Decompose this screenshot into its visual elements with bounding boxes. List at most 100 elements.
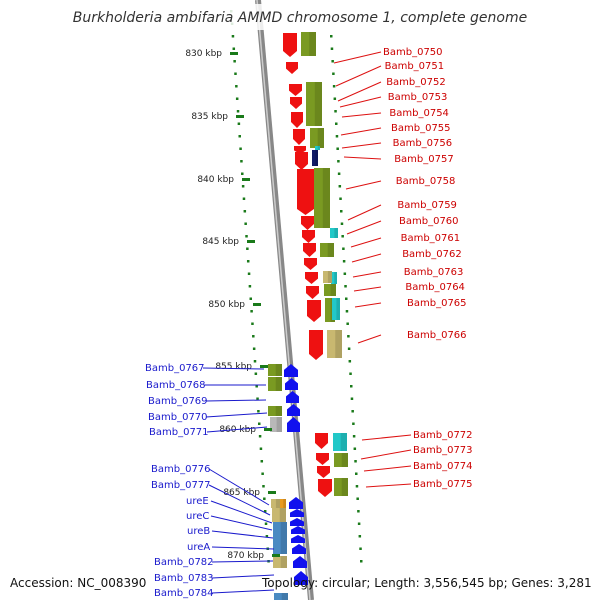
cds-block-olive-shade <box>275 377 282 391</box>
cds-block-navy <box>312 150 318 166</box>
tick-mark <box>236 115 244 118</box>
forward-gene-arrow <box>302 230 315 243</box>
right-gene-leader <box>365 483 412 488</box>
track-dot <box>253 360 257 363</box>
right-gene-label: Bamb_0759 <box>397 200 457 211</box>
track-dot <box>360 560 363 563</box>
track-dot <box>246 247 249 250</box>
track-dot <box>261 472 264 475</box>
track-dot <box>337 160 340 163</box>
forward-gene-arrow <box>283 33 297 57</box>
cds-block-tan <box>327 330 342 358</box>
track-dot <box>350 385 353 388</box>
map-title: Burkholderia ambifaria AMMD chromosome 1… <box>73 10 527 26</box>
left-gene-labels: Bamb_0767 Bamb_0768 Bamb_0769 Bamb_0770 Bamb… <box>145 363 275 599</box>
left-gene-label: ureA <box>187 542 210 553</box>
right-gene-leader <box>361 434 412 441</box>
cds-block-navy-shade <box>315 150 318 166</box>
reverse-gene-arrow <box>292 544 306 554</box>
tick-label: 830 kbp <box>185 49 222 59</box>
left-gene-label: Bamb_0767 <box>145 363 205 374</box>
right-gene-label: Bamb_0762 <box>402 249 462 260</box>
right-gene-leader <box>337 81 382 102</box>
track-dot <box>346 322 349 325</box>
right-gene-label: Bamb_0774 <box>413 461 473 472</box>
right-gene-leader <box>351 253 382 263</box>
forward-gene-arrow <box>293 129 305 145</box>
reverse-gene-arrow <box>294 571 308 585</box>
left-gene-label: ureC <box>186 511 209 522</box>
left-gene-leader <box>211 589 275 594</box>
forward-gene-arrow <box>295 152 308 170</box>
left-gene-leader <box>205 412 268 418</box>
track-dot <box>349 372 352 375</box>
left-gene-label: Bamb_0776 <box>151 464 211 475</box>
track-dot <box>351 410 354 413</box>
track-dot <box>256 397 259 400</box>
left-gene-leader <box>202 367 265 370</box>
cds-block-olive-shade <box>275 364 282 376</box>
track-dot <box>233 60 236 63</box>
track-dot <box>264 522 268 525</box>
track-dot <box>247 272 251 275</box>
track-dot <box>330 47 334 50</box>
cds-block-olive-shade <box>330 284 336 296</box>
cds-block-tan-shade <box>279 508 286 522</box>
track-dot <box>357 522 361 525</box>
right-gene-label: Bamb_0764 <box>405 282 465 293</box>
cds-block-orange-shade <box>283 499 286 508</box>
right-gene-label: Bamb_0754 <box>389 108 449 119</box>
track-dot <box>340 222 344 225</box>
tick-mark <box>242 178 250 181</box>
track-dot <box>232 47 236 50</box>
right-gene-label: Bamb_0750 <box>383 47 443 58</box>
cds-block-olive <box>268 377 282 391</box>
left-gene-leader <box>208 468 270 506</box>
right-gene-leader <box>333 51 382 64</box>
ticks: 830 kbp 835 kbp 840 kbp 845 kbp 850 kbp 855 k… <box>185 49 280 561</box>
cds-block-cyan <box>333 433 347 451</box>
cds-block-olive <box>314 168 330 228</box>
forward-gene-arrow <box>315 433 328 449</box>
track-dot <box>335 135 339 138</box>
gene-features <box>268 32 348 600</box>
track-dot <box>347 335 350 338</box>
right-gene-leader <box>347 204 382 221</box>
track-dot <box>352 435 356 438</box>
track-dot <box>255 385 258 388</box>
track-dot <box>333 97 337 100</box>
right-gene-label: Bamb_0752 <box>386 77 446 88</box>
right-gene-leader <box>335 65 382 87</box>
left-gene-leader <box>210 515 273 531</box>
track-dot <box>254 372 258 375</box>
track-dot <box>235 97 239 100</box>
cds-block-cyan <box>331 272 337 284</box>
cds-block-tan <box>272 508 286 522</box>
left-gene-leader <box>211 546 275 550</box>
cds-block-tan-shade <box>280 556 287 568</box>
track-dot <box>331 60 334 63</box>
tick-dot-tracks <box>230 10 363 563</box>
cds-block-cyan-shade <box>334 272 337 284</box>
cds-block-cyan-shade <box>334 228 338 238</box>
track-dot <box>240 160 243 163</box>
track-dot <box>330 35 333 38</box>
right-gene-label: Bamb_0756 <box>393 138 453 149</box>
track-dot <box>339 197 342 200</box>
track-dot <box>262 485 265 488</box>
right-gene-label: Bamb_0766 <box>407 330 467 341</box>
cds-block-gray-shade <box>276 417 282 432</box>
right-gene-leader <box>354 302 382 308</box>
cds-block-tan <box>323 271 332 283</box>
left-gene-leader <box>206 426 268 433</box>
track-dot <box>237 122 241 125</box>
right-gene-label: Bamb_0755 <box>391 123 451 134</box>
forward-gene-arrow <box>309 330 323 360</box>
left-gene-label: ureB <box>187 526 210 537</box>
track-dot <box>249 297 253 300</box>
chromosome-backbone <box>255 0 314 600</box>
reverse-gene-arrow <box>291 535 305 543</box>
reverse-gene-arrow <box>293 556 307 568</box>
right-gene-leader <box>343 156 382 160</box>
track-dot <box>231 35 235 38</box>
